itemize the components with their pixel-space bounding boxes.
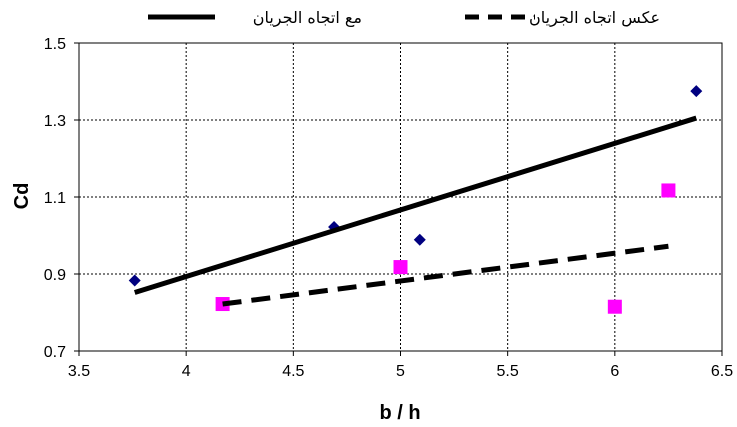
x-tick-label: 6 bbox=[610, 363, 619, 380]
data-point-series-2 bbox=[661, 183, 676, 198]
x-axis-title: b / h bbox=[379, 402, 420, 424]
x-tick-label: 5.5 bbox=[497, 363, 519, 380]
y-axis-title: Cd bbox=[11, 183, 33, 210]
data-point-series-1 bbox=[128, 274, 141, 287]
x-tick-label: 4.5 bbox=[282, 363, 304, 380]
y-tick-label: 0.7 bbox=[44, 344, 66, 361]
y-tick-label: 1.3 bbox=[44, 113, 66, 130]
x-tick-label: 4 bbox=[182, 363, 191, 380]
legend-label-series-1: مع اتجاه الجريان bbox=[253, 8, 362, 28]
trendline-series-1 bbox=[133, 115, 698, 295]
y-tick-label: 1.1 bbox=[44, 190, 66, 207]
data-point-series-2 bbox=[393, 260, 408, 275]
data-point-series-1 bbox=[690, 85, 703, 98]
data-point-series-1 bbox=[413, 233, 426, 246]
data-point-series-2 bbox=[607, 299, 622, 314]
plot-area: 3.5 4 4.5 5 5.5 6 6.5 0.7 0.9 1.1 1.3 1.5 bbox=[44, 36, 733, 380]
trendline-series-2 bbox=[222, 243, 669, 307]
x-tick-label: 3.5 bbox=[68, 363, 90, 380]
legend: عكس اتجاه الجريان مع اتجاه الجريان bbox=[148, 8, 660, 28]
legend-label-series-2: عكس اتجاه الجريان bbox=[529, 8, 660, 28]
x-tick-label: 6.5 bbox=[711, 363, 733, 380]
y-tick-label: 1.5 bbox=[44, 36, 66, 53]
x-tick-label: 5 bbox=[396, 363, 405, 380]
y-tick-label: 0.9 bbox=[44, 267, 66, 284]
